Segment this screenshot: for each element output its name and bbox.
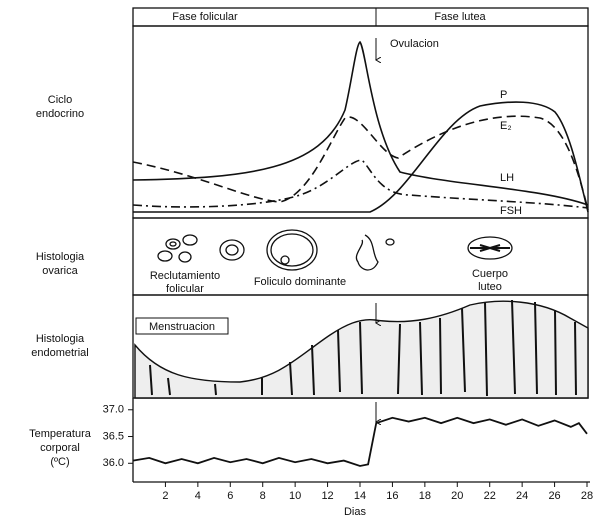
x-tick-label: 18 — [419, 490, 431, 502]
x-tick-label: 26 — [548, 490, 560, 502]
x-tick-label: 16 — [386, 490, 398, 502]
hormone-label: LH — [500, 172, 514, 184]
row-label: Temperatura — [29, 428, 92, 440]
progesterone-curve — [133, 102, 588, 212]
row-label: (ºC) — [50, 456, 69, 468]
estradiol-curve — [133, 116, 588, 210]
x-tick-label: 4 — [195, 490, 201, 502]
x-tick-label: 6 — [227, 490, 233, 502]
ovary-drawings — [158, 230, 512, 270]
row-label: Ciclo — [48, 94, 72, 106]
row-label: ovarica — [42, 265, 78, 277]
x-tick-label: 8 — [260, 490, 266, 502]
x-tick-label: 20 — [451, 490, 463, 502]
phase-label: Fase lutea — [434, 11, 486, 23]
ovary-label: Cuerpo — [472, 268, 508, 280]
x-tick-label: 22 — [484, 490, 496, 502]
diagram: Fase folicular Fase lutea Ciclo endocrin… — [0, 0, 599, 522]
x-tick-label: 24 — [516, 490, 528, 502]
y-tick-label: 36.0 — [103, 457, 124, 469]
ovary-label: folicular — [166, 283, 204, 295]
ovary-label: Reclutamiento — [150, 270, 220, 282]
fsh-curve — [133, 160, 588, 208]
temperature-line — [133, 418, 587, 466]
endocrine-panel — [133, 26, 588, 218]
row-label: Histologia — [36, 333, 85, 345]
x-tick-label: 12 — [321, 490, 333, 502]
x-tick-label: 28 — [581, 490, 593, 502]
ovulation-label: Ovulacion — [390, 38, 439, 50]
y-tick-label: 36.5 — [103, 430, 124, 442]
x-tick-label: 14 — [354, 490, 366, 502]
row-label: Histologia — [36, 251, 85, 263]
ovary-label: Foliculo dominante — [254, 276, 346, 288]
row-label: corporal — [40, 442, 80, 454]
x-axis-label: Dias — [344, 506, 367, 518]
x-tick-label: 2 — [162, 490, 168, 502]
row-label: endocrino — [36, 108, 84, 120]
hormone-label: FSH — [500, 205, 522, 217]
row-label: endometrial — [31, 347, 88, 359]
x-tick-label: 10 — [289, 490, 301, 502]
hormone-label: E₂ — [500, 120, 512, 132]
ovary-label: luteo — [478, 281, 502, 293]
y-tick-label: 37.0 — [103, 404, 124, 416]
phase-label: Fase folicular — [172, 11, 238, 23]
menstruation-label: Menstruacion — [149, 321, 215, 333]
hormone-label: P — [500, 89, 507, 101]
